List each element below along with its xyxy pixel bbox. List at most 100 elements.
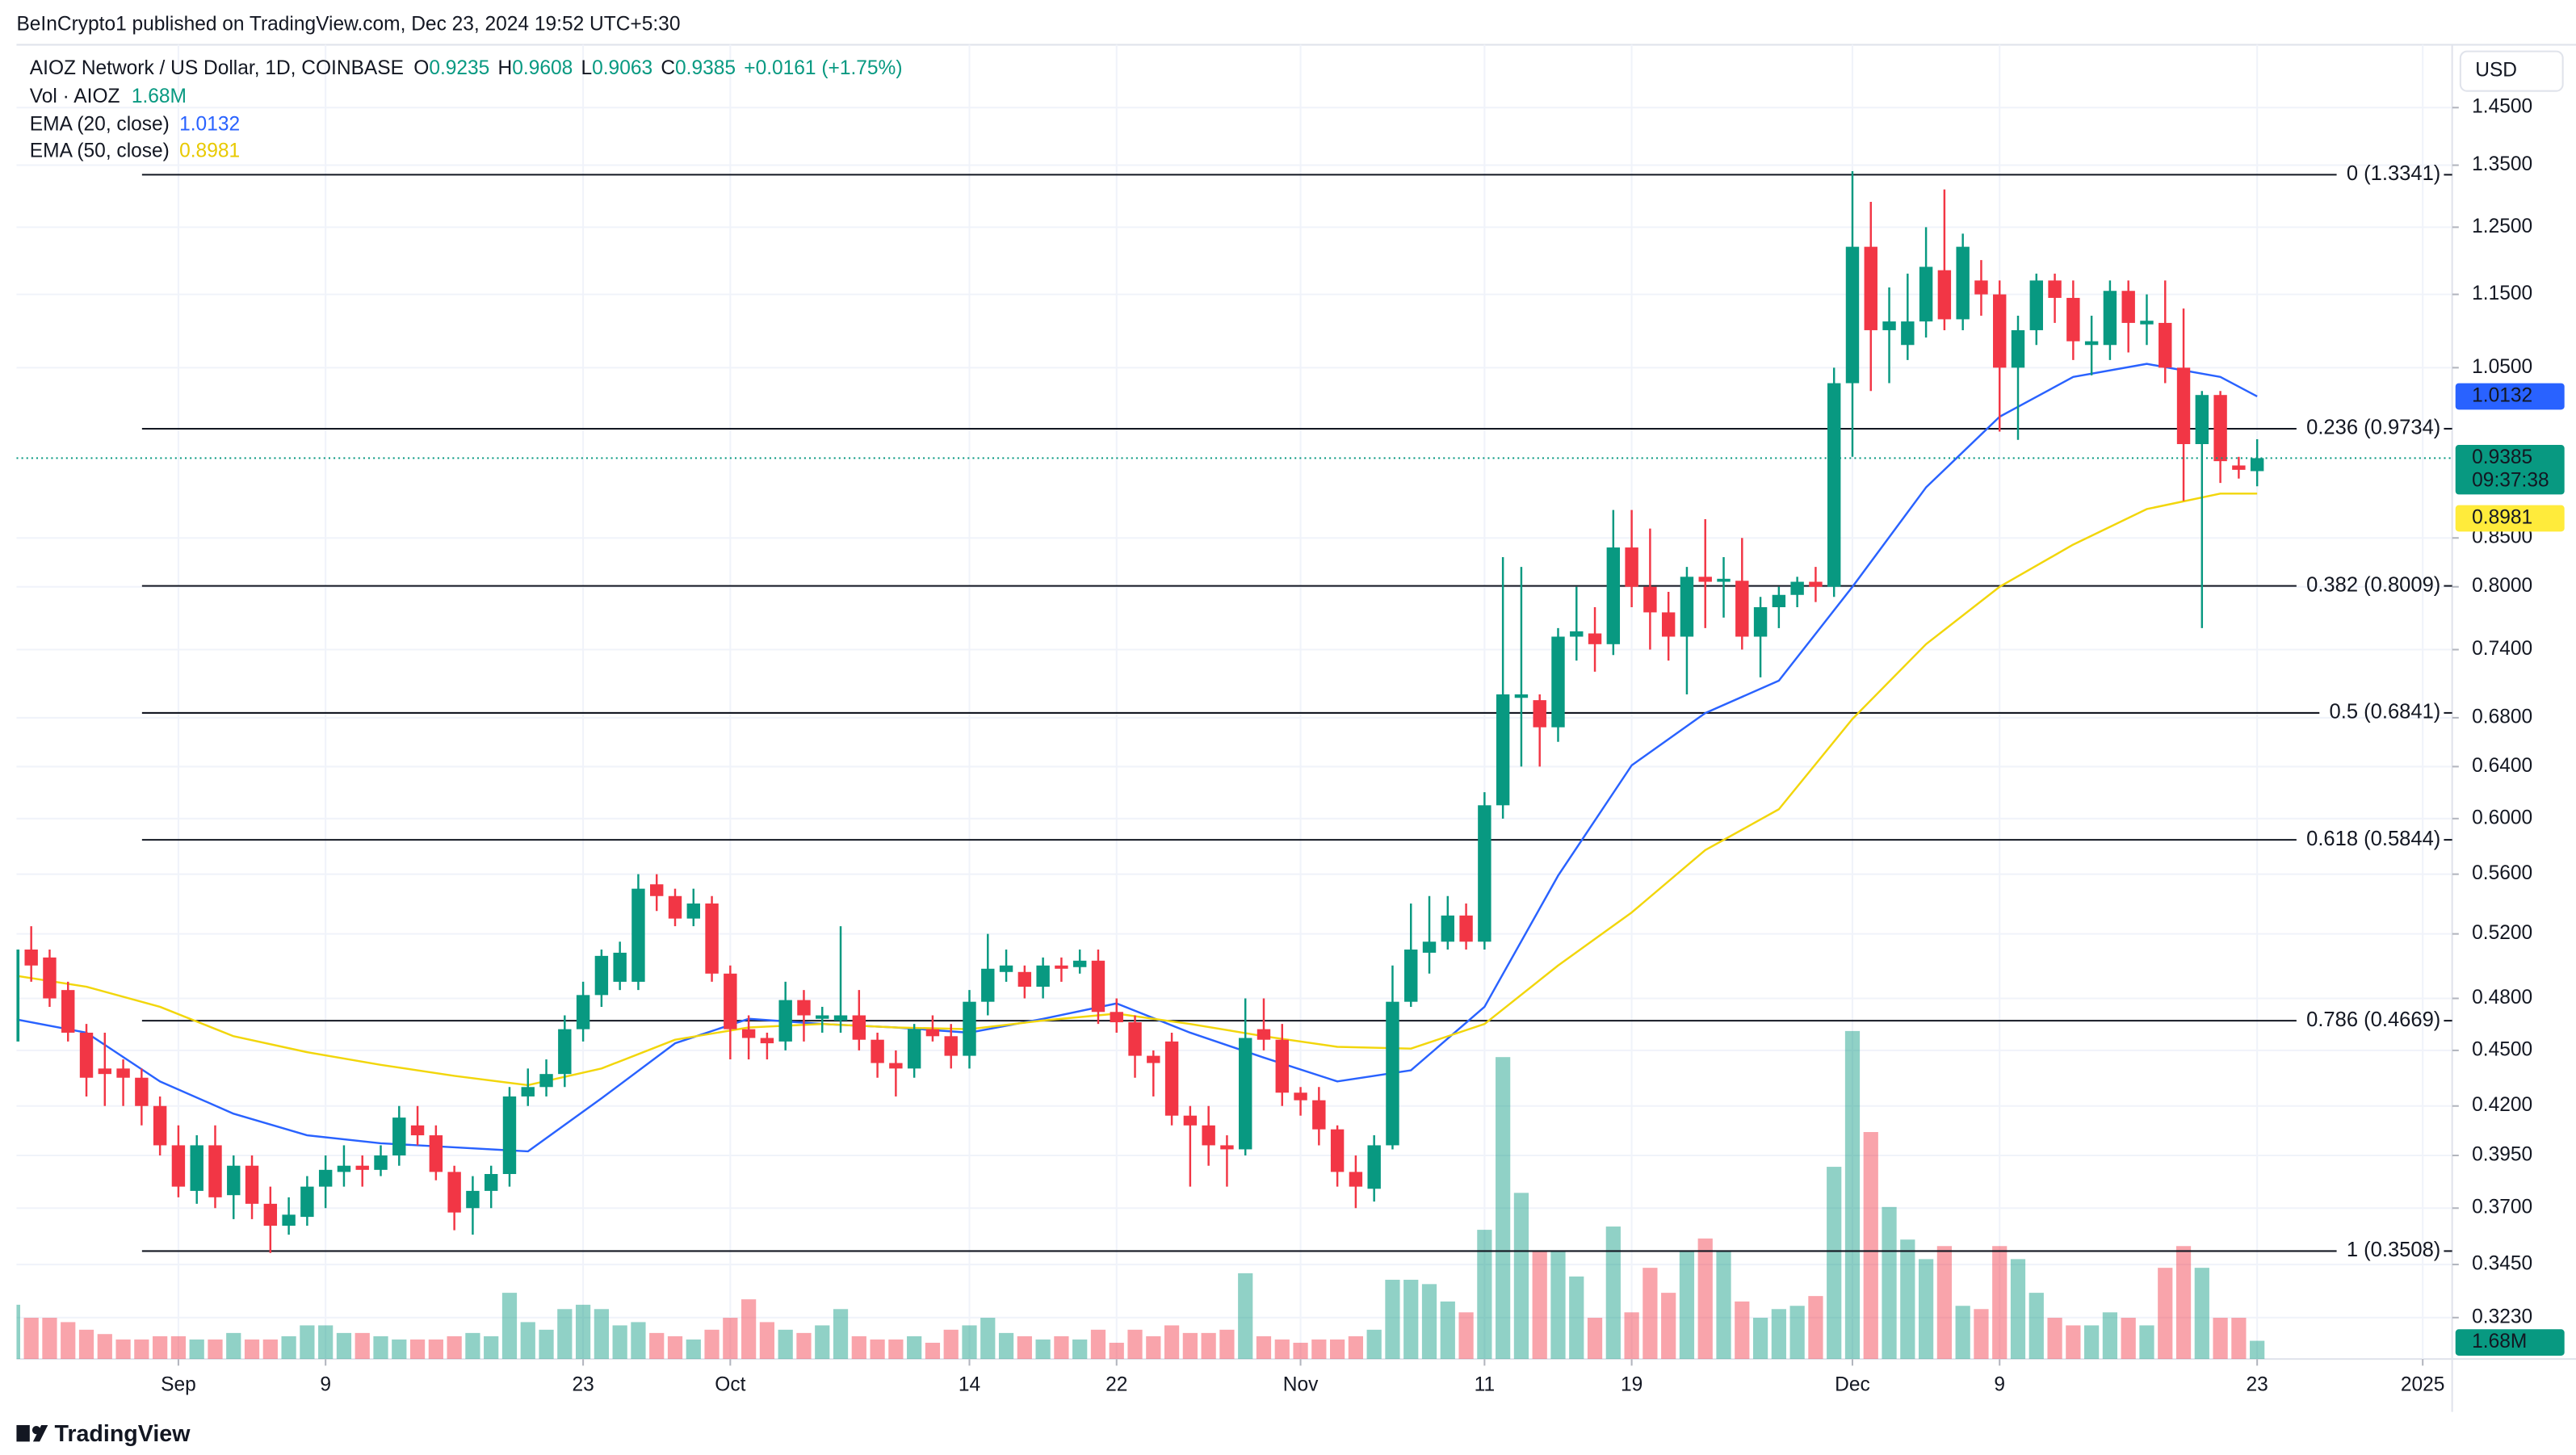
volume-bar: [778, 1329, 793, 1360]
volume-bar: [796, 1332, 812, 1360]
brand: TradingView: [54, 1421, 191, 1447]
candle-body: [1330, 1129, 1345, 1172]
candle-body: [724, 973, 737, 1029]
y-tick-label: 1.3500: [2472, 153, 2532, 175]
volume-bar: [244, 1339, 260, 1360]
volume-bar: [318, 1325, 334, 1360]
volume-bar: [1827, 1167, 1842, 1360]
candle-body: [889, 1063, 903, 1069]
y-tick-label: 0.8000: [2472, 575, 2532, 597]
y-tick-label: 0.3230: [2472, 1306, 2532, 1327]
price-tag: [2455, 445, 2565, 495]
volume-bar: [61, 1322, 76, 1360]
volume-bar: [2047, 1318, 2062, 1360]
x-tick-label: 2025: [2401, 1373, 2445, 1395]
candle-body: [1919, 266, 1933, 322]
volume-bar: [1219, 1329, 1235, 1360]
volume-bar: [1955, 1306, 1970, 1360]
y-tick-label: 0.4500: [2472, 1038, 2532, 1060]
volume-bar: [1311, 1339, 1327, 1360]
candle-body: [466, 1190, 480, 1209]
candle-body: [1809, 581, 1823, 587]
candle-body: [337, 1165, 351, 1172]
volume-tag-label: 1.68M: [2472, 1331, 2527, 1352]
candle-body: [1551, 636, 1565, 728]
volume-bar: [907, 1335, 922, 1360]
legend-ema20: EMA (20, close) 1.0132: [30, 114, 240, 136]
volume-bar: [1054, 1335, 1069, 1360]
candle-body: [778, 1000, 792, 1042]
volume-bar: [465, 1332, 480, 1360]
volume-bar: [1146, 1335, 1161, 1360]
volume-bar: [2158, 1268, 2173, 1360]
volume-bar: [667, 1335, 683, 1360]
volume-bar: [1238, 1273, 1253, 1360]
volume-bar: [1679, 1251, 1695, 1360]
y-tick-label: 1.0500: [2472, 356, 2532, 378]
candle-body: [1937, 270, 1952, 320]
volume-bar: [539, 1329, 554, 1360]
volume-bar: [1844, 1030, 1861, 1360]
volume-bar: [153, 1335, 168, 1360]
volume-bar: [1330, 1339, 1345, 1360]
candle-body: [429, 1135, 443, 1172]
volume-bar: [1458, 1312, 1474, 1360]
published-note: BeInCrypto1 published on TradingView.com…: [16, 13, 680, 35]
candle-body: [282, 1214, 296, 1226]
countdown: 09:37:38: [2472, 470, 2549, 492]
candle-body: [227, 1165, 241, 1196]
volume-bar: [1624, 1312, 1639, 1360]
volume-bar: [2139, 1325, 2154, 1360]
volume-bar: [2231, 1318, 2247, 1360]
currency-box[interactable]: [2459, 50, 2564, 92]
ohlc-letter: L: [581, 58, 592, 80]
volume-bar: [1366, 1329, 1382, 1360]
volume-bar: [1569, 1276, 1584, 1360]
x-tick-label: Nov: [1283, 1373, 1319, 1395]
volume-bar: [980, 1318, 996, 1360]
volume-bar: [2028, 1293, 2044, 1360]
volume-name: Vol · AIOZ: [30, 86, 120, 107]
y-tick-label: 1.2500: [2472, 216, 2532, 237]
candle-body: [1735, 581, 1749, 637]
volume-bar: [2010, 1259, 2026, 1360]
fib-label: 0.786 (0.4669): [2306, 1008, 2440, 1031]
volume-bar: [1274, 1339, 1290, 1360]
candle-body: [2159, 322, 2172, 368]
candle-body: [1367, 1145, 1381, 1189]
volume-bar: [447, 1335, 462, 1360]
volume-bar: [1900, 1239, 1915, 1360]
candle-body: [1202, 1125, 1215, 1146]
candle-body: [355, 1165, 369, 1170]
legend-ema50: EMA (50, close) 0.8981: [30, 140, 240, 162]
candle-body: [833, 1015, 848, 1021]
candle-body: [999, 965, 1013, 972]
ema50-tag: [2455, 505, 2565, 532]
volume-bar: [226, 1332, 241, 1360]
fib-label: 0.236 (0.9734): [2306, 417, 2440, 439]
candle-body: [318, 1169, 333, 1187]
y-tick-label: 0.6400: [2472, 755, 2532, 777]
ema-value: 1.0132: [179, 114, 240, 136]
volume-bar: [1127, 1329, 1143, 1360]
legend-main: AIOZ Network / US Dollar, 1D, COINBASE O0…: [30, 58, 903, 80]
volume-bar: [1882, 1206, 1897, 1360]
candle-body: [1183, 1115, 1198, 1126]
candle-body: [1698, 577, 1712, 582]
volume-bar: [557, 1309, 573, 1360]
volume-bar: [373, 1335, 388, 1360]
volume-bar: [851, 1335, 866, 1360]
volume-bar: [1808, 1296, 1823, 1360]
x-tick-label: 22: [1105, 1373, 1127, 1395]
candle-body: [1239, 1038, 1252, 1150]
ohlc-value: 0.9385: [675, 58, 736, 80]
candle-body: [1717, 578, 1731, 582]
candle-body: [1128, 1022, 1142, 1056]
candle-body: [43, 957, 57, 999]
volume-bar: [815, 1325, 830, 1360]
candle-body: [1017, 971, 1032, 987]
candle-body: [1091, 960, 1105, 1013]
currency[interactable]: USD: [2475, 60, 2517, 82]
candle-body: [1220, 1145, 1234, 1150]
